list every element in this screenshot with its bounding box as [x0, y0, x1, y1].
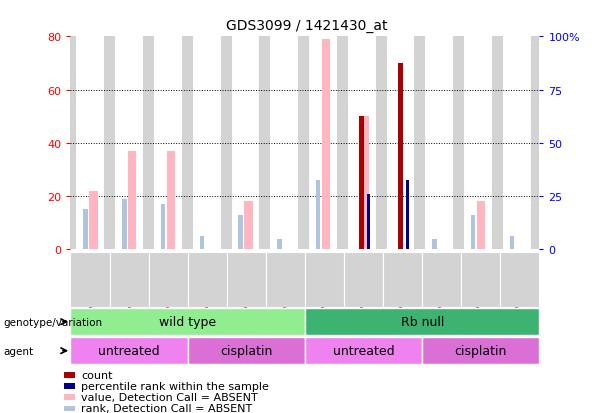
Bar — [227, 252, 266, 308]
Bar — [305, 309, 539, 335]
Bar — [128, 152, 136, 250]
Text: genotype/variation: genotype/variation — [3, 317, 102, 327]
Bar — [367, 194, 370, 250]
Bar — [64, 383, 75, 389]
Bar — [406, 181, 409, 250]
Bar — [70, 252, 110, 308]
Bar — [188, 252, 227, 308]
Bar — [161, 205, 166, 250]
Text: cisplatin: cisplatin — [455, 344, 507, 357]
Bar — [383, 252, 422, 308]
Bar — [277, 239, 282, 250]
Text: untreated: untreated — [333, 344, 394, 357]
Bar — [149, 252, 188, 308]
Text: count: count — [81, 370, 113, 380]
Text: GDS3099 / 1421430_at: GDS3099 / 1421430_at — [226, 19, 387, 33]
Bar — [500, 252, 539, 308]
Bar — [238, 215, 243, 250]
Bar — [359, 117, 364, 250]
Text: untreated: untreated — [98, 344, 160, 357]
Bar — [316, 181, 321, 250]
Bar — [89, 191, 97, 250]
Bar — [64, 394, 75, 400]
Text: agent: agent — [3, 346, 33, 356]
Text: wild type: wild type — [159, 316, 216, 328]
Bar — [471, 215, 476, 250]
Bar — [266, 252, 305, 308]
Bar — [462, 252, 500, 308]
Bar — [398, 64, 403, 250]
Bar — [122, 199, 127, 250]
Bar — [305, 252, 344, 308]
Text: value, Detection Call = ABSENT: value, Detection Call = ABSENT — [81, 392, 258, 402]
Bar — [200, 237, 204, 250]
Bar — [110, 252, 149, 308]
Text: Rb null: Rb null — [400, 316, 444, 328]
Bar — [64, 406, 75, 411]
Bar — [64, 372, 75, 378]
Bar — [322, 40, 330, 250]
Bar — [305, 337, 422, 364]
Text: rank, Detection Call = ABSENT: rank, Detection Call = ABSENT — [81, 404, 253, 413]
Bar — [422, 252, 462, 308]
Bar — [509, 237, 514, 250]
Bar — [477, 202, 485, 250]
Bar — [167, 152, 175, 250]
Bar — [422, 337, 539, 364]
Text: percentile rank within the sample: percentile rank within the sample — [81, 381, 269, 391]
Bar — [344, 252, 383, 308]
Bar — [70, 337, 188, 364]
Bar — [83, 210, 88, 250]
Bar — [360, 117, 369, 250]
Bar — [432, 239, 436, 250]
Text: cisplatin: cisplatin — [220, 344, 273, 357]
Bar — [70, 309, 305, 335]
Bar — [188, 337, 305, 364]
Bar — [244, 202, 253, 250]
